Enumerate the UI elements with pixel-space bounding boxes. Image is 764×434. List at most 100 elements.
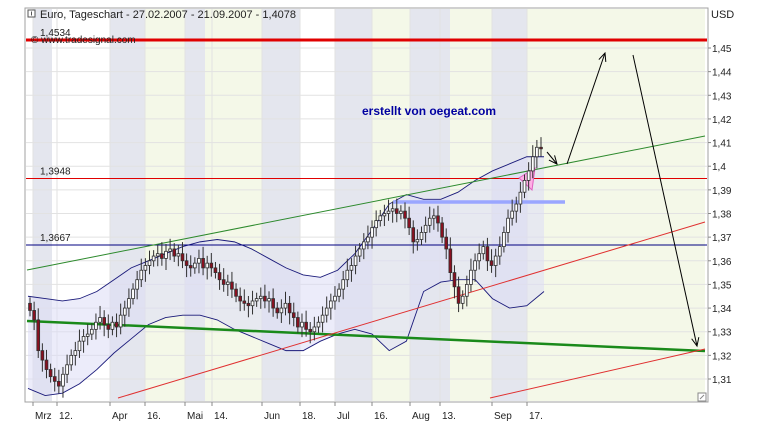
candle — [378, 209, 383, 227]
arrow-pullback — [546, 151, 558, 165]
candle — [448, 237, 453, 280]
arrow-down-target — [632, 54, 700, 348]
candle-body — [106, 324, 111, 330]
candle — [386, 199, 391, 221]
candle — [217, 263, 222, 290]
green-channel-upper-line — [26, 135, 706, 271]
candle — [403, 202, 407, 229]
candle-body — [432, 215, 436, 219]
candle — [275, 302, 280, 319]
candle-body — [40, 350, 45, 361]
y-tick-label: 1,41 — [712, 139, 732, 150]
candle-body — [440, 222, 444, 238]
y-tick-label: 1,4 — [712, 162, 726, 173]
candle — [497, 236, 502, 265]
candle — [168, 238, 172, 261]
candle — [283, 291, 288, 316]
candle-body — [353, 255, 358, 266]
candle — [85, 323, 90, 346]
candle — [122, 300, 127, 327]
candle — [160, 242, 164, 266]
candle-body — [436, 215, 440, 224]
candle — [176, 244, 181, 267]
candle — [135, 270, 139, 300]
candle — [465, 275, 469, 307]
candle-body — [160, 253, 164, 259]
candle-body — [205, 262, 210, 269]
candle-body — [118, 314, 123, 328]
candle-body — [407, 217, 411, 229]
candle — [44, 349, 49, 379]
candle-body — [110, 321, 115, 330]
candle-body — [502, 232, 506, 248]
candle — [423, 216, 428, 243]
candle-body — [226, 281, 230, 285]
candle — [419, 226, 424, 246]
candle — [246, 296, 251, 318]
candle-body — [197, 258, 201, 264]
resize-handle-icon[interactable] — [697, 392, 707, 402]
candlesticks — [28, 137, 543, 398]
candle-body — [98, 317, 102, 323]
candle — [32, 301, 36, 331]
candle — [184, 253, 189, 278]
x-tick-label: Jun — [264, 411, 280, 422]
arrow-up-target — [566, 51, 607, 165]
candle — [52, 367, 57, 392]
candle — [81, 329, 86, 353]
candle-body — [102, 317, 106, 326]
currency-label: USD — [711, 9, 734, 21]
candle-body — [147, 260, 152, 266]
candle — [510, 199, 514, 226]
candle — [48, 363, 53, 383]
bollinger-upper — [27, 156, 544, 302]
candle — [308, 322, 313, 344]
candle — [312, 316, 317, 341]
candle-body — [382, 213, 387, 217]
candle — [432, 208, 436, 230]
x-tick-label: 14. — [214, 411, 228, 422]
candle-body — [518, 191, 523, 205]
candle-body — [271, 298, 275, 309]
bollinger-lower — [27, 279, 545, 397]
level-label: 1,3948 — [40, 167, 71, 178]
candle — [506, 209, 510, 243]
x-tick-label: Apr — [112, 411, 128, 422]
candle — [526, 162, 531, 191]
candle — [61, 366, 65, 398]
candle-body — [90, 328, 94, 335]
green-support-line — [26, 319, 706, 353]
candle — [69, 349, 74, 371]
candle — [341, 270, 345, 300]
candle — [304, 310, 308, 337]
candle-body — [374, 220, 378, 229]
candle-body — [250, 300, 255, 307]
candle — [57, 369, 61, 394]
candle — [238, 287, 242, 312]
candle-body — [131, 288, 135, 300]
candle-body — [287, 302, 292, 314]
candle — [502, 226, 506, 253]
candle — [349, 258, 354, 282]
level-label: 1,3667 — [40, 233, 71, 244]
candle-body — [370, 227, 374, 238]
candle-body — [275, 307, 280, 314]
candle-body — [419, 232, 424, 240]
candle — [263, 284, 267, 309]
candle — [118, 303, 123, 335]
candle-body — [127, 298, 131, 309]
candle-body — [44, 359, 49, 370]
candle-body — [263, 295, 267, 302]
candle — [357, 243, 362, 262]
candle — [193, 257, 197, 274]
candle-body — [48, 369, 53, 378]
arrow-head — [548, 155, 558, 165]
candle-body — [481, 246, 486, 255]
y-tick-label: 1,42 — [712, 115, 732, 126]
candle-body — [267, 298, 271, 302]
arrow-shaft — [546, 151, 558, 165]
candle — [172, 243, 177, 262]
week-stripe — [527, 9, 705, 401]
x-tick-label: Aug — [412, 411, 430, 422]
candle-body — [246, 302, 251, 307]
